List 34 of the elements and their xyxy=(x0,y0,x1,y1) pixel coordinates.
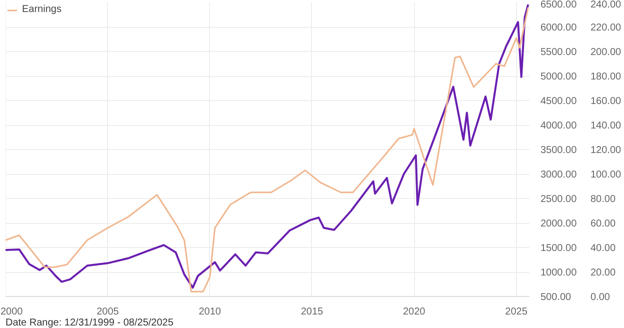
x-tick-label: 2025 xyxy=(505,306,528,318)
y2-tick-label: 200.00 xyxy=(590,47,622,58)
text: Date Range: 12/31/1999 - 08/25/2025 xyxy=(6,318,174,328)
y2-tick-label: 160.00 xyxy=(590,96,622,107)
x-tick-label: 2000 xyxy=(0,306,24,318)
y2-tick-label: 80.00 xyxy=(590,194,616,205)
y-tick-label: 3500.00 xyxy=(540,145,578,156)
y-tick-label: 4000.00 xyxy=(540,120,578,132)
x-tick-label: 2005 xyxy=(96,306,120,318)
y2-tick-label: 100.00 xyxy=(590,170,622,180)
y2-tick-label: 60.00 xyxy=(590,218,616,230)
x-tick-label: 2010 xyxy=(198,306,222,318)
y-tick-label: 2000.00 xyxy=(540,218,578,230)
y-tick-label: 4500.00 xyxy=(540,96,578,107)
y2-tick-label: 0.00 xyxy=(590,292,610,303)
y2-tick-label: 40.00 xyxy=(590,243,616,254)
y2-tick-label: 140.00 xyxy=(590,120,622,132)
y2-tick-label: 180.00 xyxy=(590,72,622,82)
y-tick-label: 1000.00 xyxy=(540,268,578,278)
y-tick-label: 500.00 xyxy=(540,292,572,303)
y2-tick-label: 220.00 xyxy=(590,22,622,34)
y2-tick-label: 240.00 xyxy=(590,0,622,10)
x-tick-label: 2020 xyxy=(402,306,426,318)
y2-tick-label: 20.00 xyxy=(590,268,616,278)
y-tick-label: 3000.00 xyxy=(540,170,578,180)
y-tick-label: 5500.00 xyxy=(540,47,578,58)
y-tick-label: 6500.00 xyxy=(540,0,578,10)
legend-label: Earnings xyxy=(22,4,62,15)
y2-tick-label: 120.00 xyxy=(590,145,622,156)
x-tick-label: 2015 xyxy=(300,306,324,318)
y-tick-label: 6000.00 xyxy=(540,22,578,34)
y-tick-label: 1500.00 xyxy=(540,243,578,254)
y-tick-label: 2500.00 xyxy=(540,194,578,205)
y-tick-label: 5000.00 xyxy=(540,72,578,82)
